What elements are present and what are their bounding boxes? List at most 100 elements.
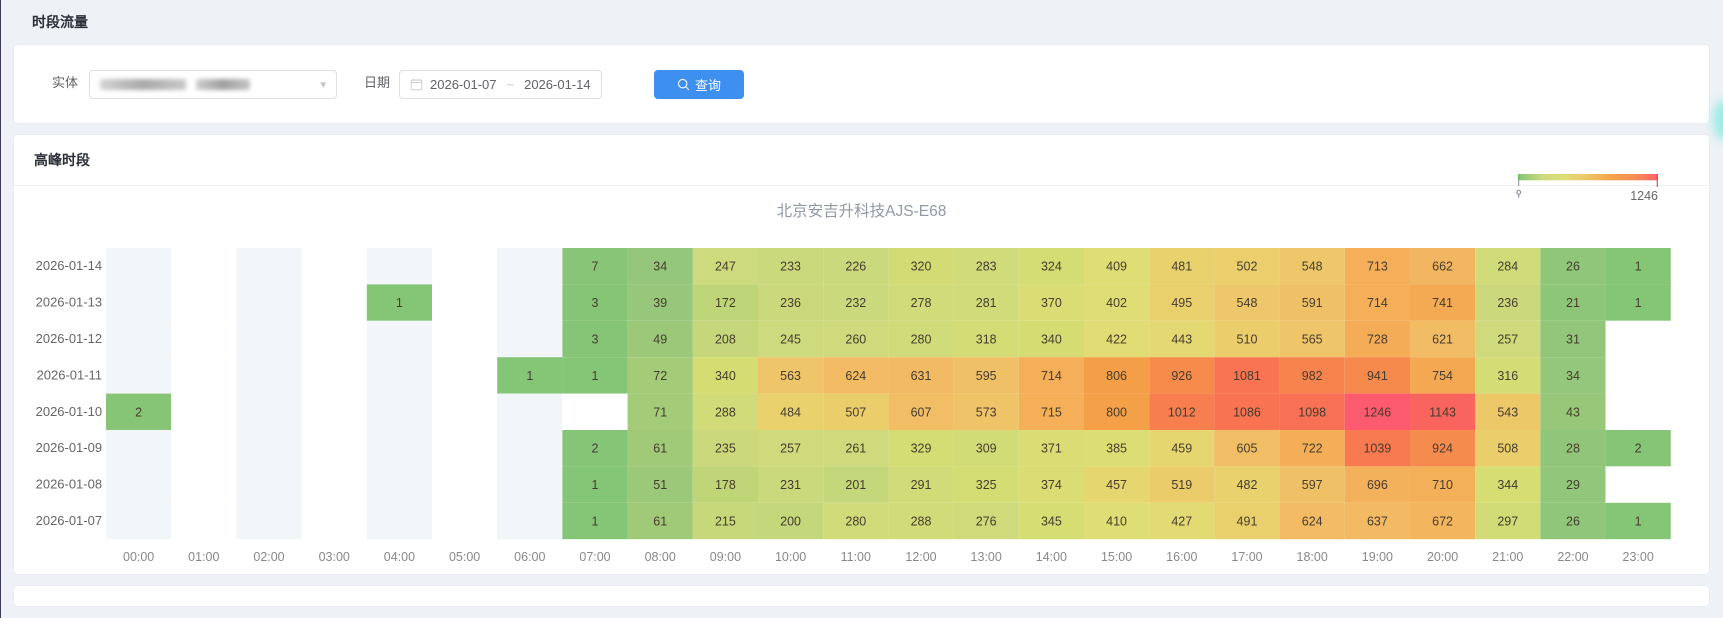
svg-text:236: 236 (780, 296, 801, 310)
svg-text:495: 495 (1171, 296, 1192, 310)
svg-text:03:00: 03:00 (319, 550, 350, 564)
svg-text:605: 605 (1237, 442, 1258, 456)
svg-text:1: 1 (1635, 296, 1642, 310)
svg-text:61: 61 (653, 442, 667, 456)
svg-text:260: 260 (845, 332, 866, 346)
svg-text:278: 278 (911, 296, 932, 310)
svg-text:741: 741 (1432, 296, 1453, 310)
svg-text:422: 422 (1106, 332, 1127, 346)
svg-text:231: 231 (780, 478, 801, 492)
svg-text:481: 481 (1171, 260, 1192, 274)
svg-text:1: 1 (592, 478, 599, 492)
svg-text:49: 49 (653, 332, 667, 346)
svg-text:10:00: 10:00 (775, 550, 806, 564)
svg-text:710: 710 (1432, 478, 1453, 492)
svg-text:409: 409 (1106, 260, 1127, 274)
svg-text:340: 340 (1041, 332, 1062, 346)
svg-text:696: 696 (1367, 478, 1388, 492)
svg-text:08:00: 08:00 (645, 550, 676, 564)
svg-text:2026-01-07: 2026-01-07 (36, 513, 102, 528)
svg-text:291: 291 (911, 478, 932, 492)
svg-text:631: 631 (911, 369, 932, 383)
svg-text:06:00: 06:00 (514, 550, 545, 564)
svg-text:15:00: 15:00 (1101, 550, 1132, 564)
svg-text:320: 320 (911, 260, 932, 274)
svg-text:309: 309 (976, 442, 997, 456)
svg-text:316: 316 (1497, 369, 1518, 383)
svg-text:806: 806 (1106, 369, 1127, 383)
svg-text:72: 72 (653, 369, 667, 383)
svg-text:17:00: 17:00 (1231, 550, 1262, 564)
svg-text:02:00: 02:00 (253, 550, 284, 564)
svg-text:235: 235 (715, 442, 736, 456)
svg-text:324: 324 (1041, 260, 1062, 274)
svg-text:34: 34 (653, 260, 667, 274)
svg-text:21: 21 (1566, 296, 1580, 310)
svg-text:722: 722 (1302, 442, 1323, 456)
svg-text:215: 215 (715, 514, 736, 528)
svg-text:457: 457 (1106, 478, 1127, 492)
svg-text:2026-01-12: 2026-01-12 (36, 331, 102, 346)
svg-text:548: 548 (1302, 260, 1323, 274)
svg-text:04:00: 04:00 (384, 550, 415, 564)
svg-text:1012: 1012 (1168, 405, 1196, 419)
svg-text:714: 714 (1041, 369, 1062, 383)
svg-text:519: 519 (1171, 478, 1192, 492)
svg-text:374: 374 (1041, 478, 1062, 492)
svg-text:548: 548 (1237, 296, 1258, 310)
svg-text:715: 715 (1041, 405, 1062, 419)
svg-text:672: 672 (1432, 514, 1453, 528)
svg-text:236: 236 (1497, 296, 1518, 310)
svg-text:284: 284 (1497, 260, 1518, 274)
svg-text:1246: 1246 (1630, 189, 1658, 203)
svg-text:297: 297 (1497, 514, 1518, 528)
svg-text:261: 261 (845, 442, 866, 456)
svg-text:713: 713 (1367, 260, 1388, 274)
svg-text:502: 502 (1237, 260, 1258, 274)
svg-text:201: 201 (845, 478, 866, 492)
svg-text:245: 245 (780, 332, 801, 346)
svg-text:345: 345 (1041, 514, 1062, 528)
svg-text:232: 232 (845, 296, 866, 310)
svg-text:924: 924 (1432, 442, 1453, 456)
svg-text:800: 800 (1106, 405, 1127, 419)
svg-text:283: 283 (976, 260, 997, 274)
svg-text:233: 233 (780, 260, 801, 274)
svg-text:482: 482 (1237, 478, 1258, 492)
svg-text:20:00: 20:00 (1427, 550, 1458, 564)
svg-text:2026-01-13: 2026-01-13 (36, 295, 102, 310)
svg-text:1: 1 (526, 369, 533, 383)
svg-text:12:00: 12:00 (905, 550, 936, 564)
svg-text:31: 31 (1566, 332, 1580, 346)
svg-text:05:00: 05:00 (449, 550, 480, 564)
svg-text:2: 2 (135, 405, 142, 419)
svg-text:926: 926 (1171, 369, 1192, 383)
svg-text:07:00: 07:00 (579, 550, 610, 564)
svg-text:662: 662 (1432, 260, 1453, 274)
svg-text:22:00: 22:00 (1557, 550, 1588, 564)
svg-text:1: 1 (1635, 514, 1642, 528)
svg-text:344: 344 (1497, 478, 1518, 492)
svg-text:281: 281 (976, 296, 997, 310)
svg-text:595: 595 (976, 369, 997, 383)
svg-text:16:00: 16:00 (1166, 550, 1197, 564)
svg-text:443: 443 (1171, 332, 1192, 346)
svg-text:26: 26 (1566, 260, 1580, 274)
svg-text:01:00: 01:00 (188, 550, 219, 564)
svg-text:288: 288 (911, 514, 932, 528)
svg-text:1081: 1081 (1233, 369, 1261, 383)
svg-text:573: 573 (976, 405, 997, 419)
svg-text:510: 510 (1237, 332, 1258, 346)
svg-text:543: 543 (1497, 405, 1518, 419)
svg-text:257: 257 (780, 442, 801, 456)
svg-text:28: 28 (1566, 442, 1580, 456)
svg-text:2026-01-11: 2026-01-11 (37, 367, 102, 382)
svg-text:13:00: 13:00 (971, 550, 1002, 564)
svg-text:26: 26 (1566, 514, 1580, 528)
svg-text:172: 172 (715, 296, 736, 310)
svg-text:288: 288 (715, 405, 736, 419)
svg-text:280: 280 (845, 514, 866, 528)
svg-text:402: 402 (1106, 296, 1127, 310)
svg-text:329: 329 (911, 442, 932, 456)
svg-text:200: 200 (780, 514, 801, 528)
